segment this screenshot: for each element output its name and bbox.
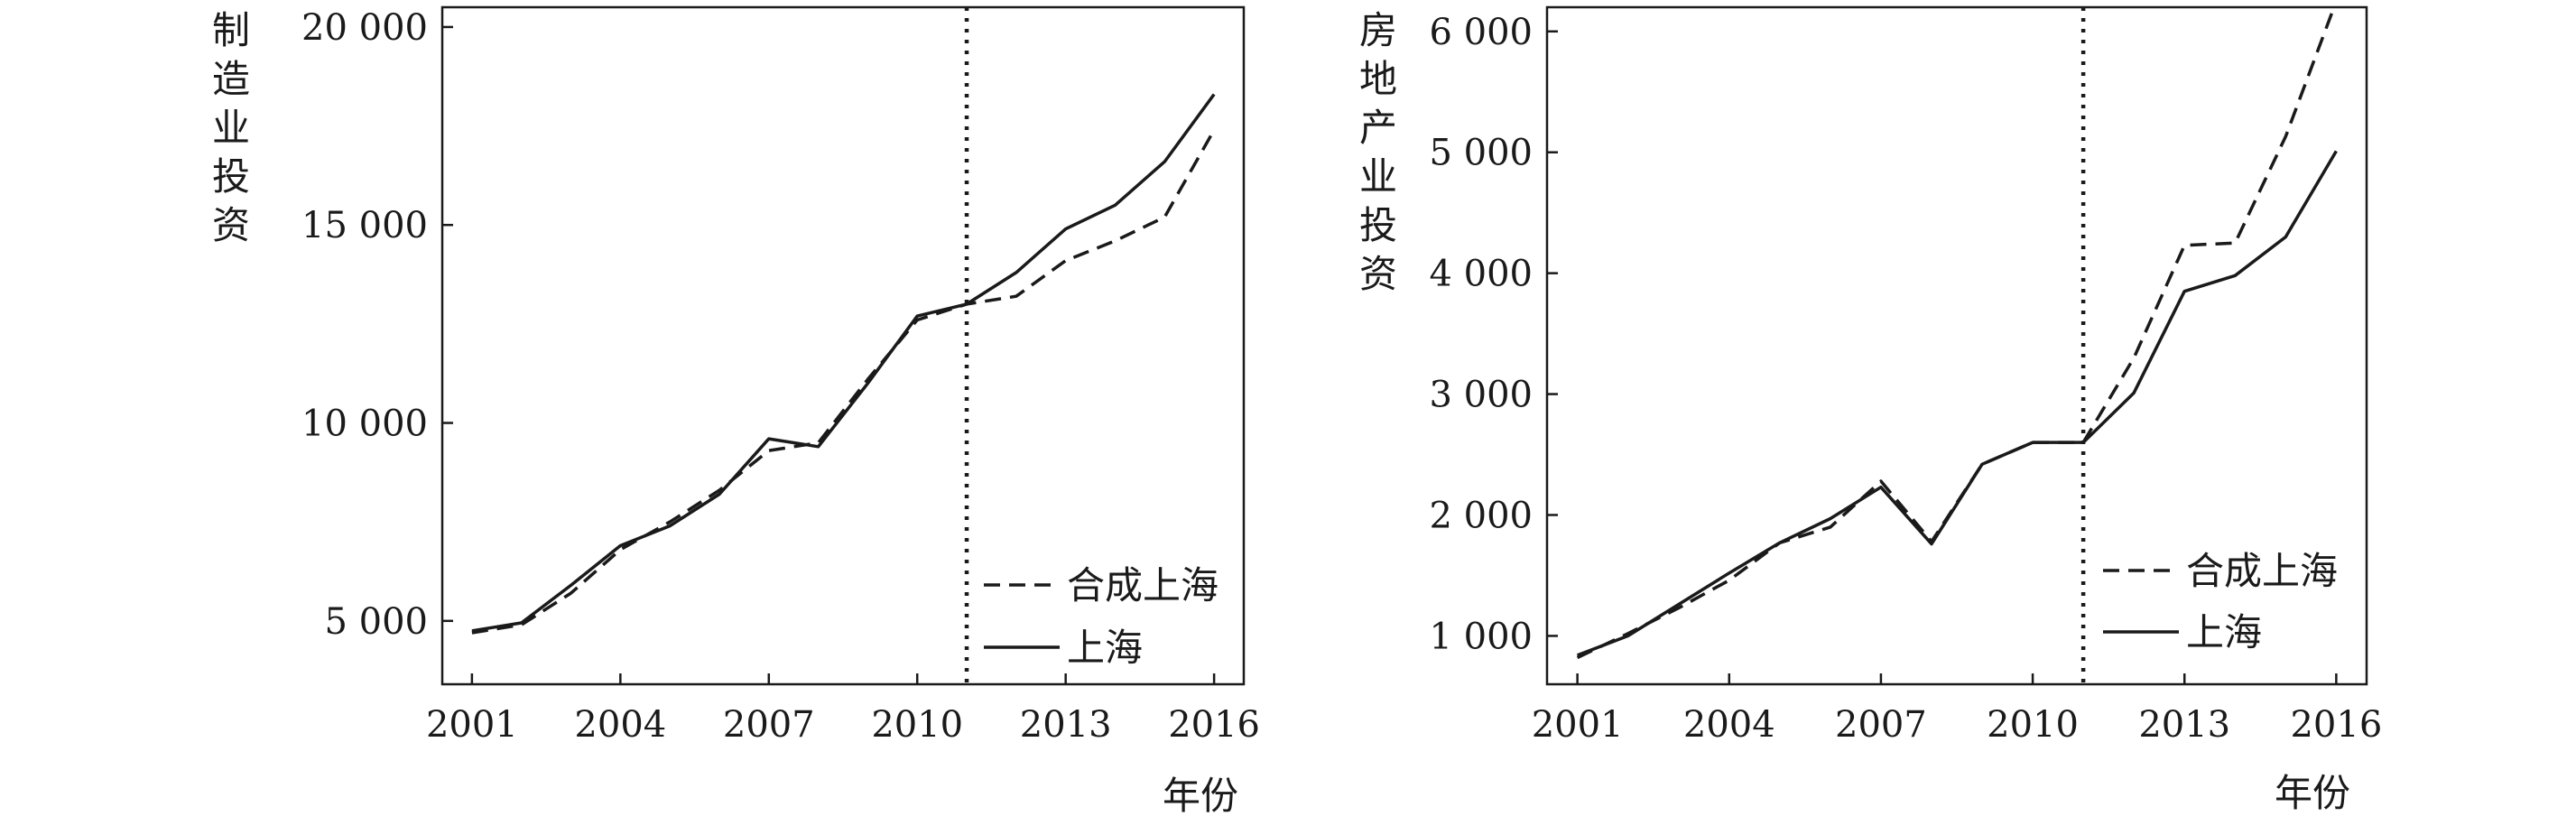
legend-label: 上海 xyxy=(1067,626,1143,670)
x-tick-label: 2001 xyxy=(426,704,518,746)
x-tick-label: 2004 xyxy=(574,704,666,746)
x-axis-label: 年份 xyxy=(1163,774,1238,818)
x-tick-label: 2004 xyxy=(1683,704,1775,746)
y-tick-label: 2 000 xyxy=(1429,496,1533,537)
y-tick-label: 10 000 xyxy=(301,404,428,445)
x-tick-label: 2010 xyxy=(871,704,963,746)
y-tick-label: 15 000 xyxy=(301,205,428,246)
y-tick-label: 3 000 xyxy=(1429,375,1533,416)
x-tick-label: 2007 xyxy=(723,704,815,746)
x-tick-label: 2013 xyxy=(1020,704,1112,746)
chart-real-estate-investment: 1 000 2 000 3 000 4 000 5 000 6 000 2001 2004 20… xyxy=(1359,5,2382,815)
y-tick-label: 5 000 xyxy=(1429,133,1533,174)
x-axis-label: 年份 xyxy=(2275,771,2350,815)
series-line-actual xyxy=(471,93,1216,633)
y-tick-label: 1 000 xyxy=(1429,616,1533,657)
series-line-actual xyxy=(1576,150,2338,657)
x-tick-label: 2016 xyxy=(2290,704,2382,746)
series-line-synthetic xyxy=(471,129,1216,635)
legend-label: 合成上海 xyxy=(2186,549,2338,593)
x-tick-label: 2007 xyxy=(1835,704,1927,746)
y-axis-label: 房地产业投资 xyxy=(1359,8,1397,296)
y-tick-label: 4 000 xyxy=(1429,254,1533,295)
y-tick-label: 6 000 xyxy=(1429,12,1533,53)
y-tick-label: 20 000 xyxy=(301,7,428,49)
y-tick-label: 5 000 xyxy=(324,601,428,643)
x-tick-label: 2001 xyxy=(1532,704,1624,746)
legend-label: 上海 xyxy=(2186,610,2262,654)
x-tick-label: 2010 xyxy=(1987,704,2079,746)
plot-frame xyxy=(1545,5,2368,686)
chart-manufacturing-investment: 5 000 10 000 15 000 20 000 2001 2004 2007 2010 2… xyxy=(212,5,1260,818)
x-tick-label: 2013 xyxy=(2138,704,2230,746)
series-line-synthetic xyxy=(1576,7,2336,660)
y-axis-label: 制造业投资 xyxy=(212,8,250,247)
plot-frame xyxy=(440,5,1246,686)
x-tick-label: 2016 xyxy=(1168,704,1260,746)
legend-label: 合成上海 xyxy=(1067,563,1219,608)
